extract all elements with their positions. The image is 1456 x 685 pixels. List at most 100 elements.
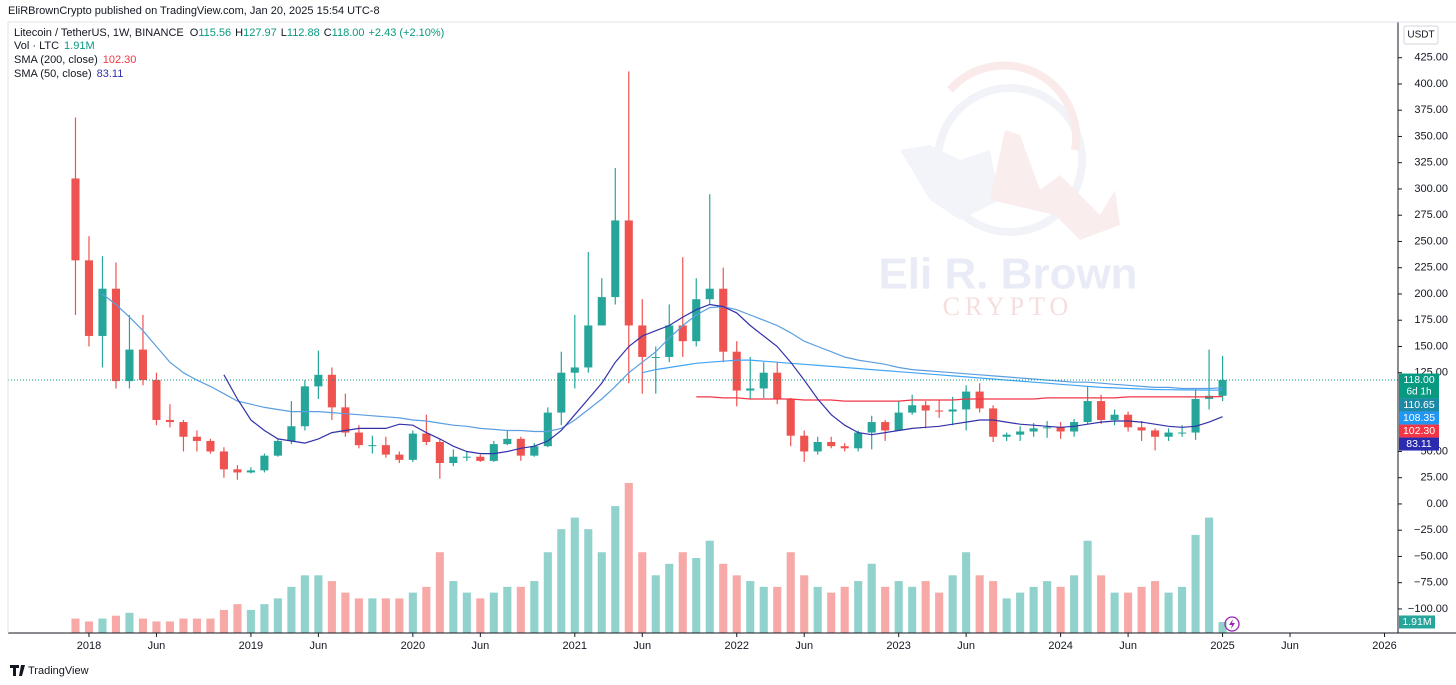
candle-body: [881, 422, 890, 431]
volume-bar: [246, 609, 255, 633]
volume-bar: [908, 586, 917, 633]
volume-bar: [260, 604, 269, 633]
volume-bar: [314, 575, 323, 633]
volume-bar: [435, 552, 444, 633]
candle-body: [1029, 428, 1038, 432]
volume-bar: [557, 529, 566, 633]
sma200-value: 102.30: [103, 54, 137, 66]
volume-bar: [1016, 592, 1025, 633]
volume-bar: [368, 598, 377, 633]
volume-bar: [179, 618, 188, 633]
candle-body: [759, 372, 768, 389]
price-tag-label: 108.35: [1403, 412, 1435, 424]
ohlc: O115.56 H127.97 L112.88 C118.00: [190, 27, 365, 39]
candle-body: [422, 433, 431, 443]
candle-body: [786, 398, 795, 436]
volume-bar: [962, 552, 971, 633]
candle-body: [962, 391, 971, 410]
volume-bar: [111, 615, 121, 633]
y-tick-label: 350.00: [1414, 130, 1448, 142]
candle-body: [638, 325, 647, 357]
volume-bar: [651, 575, 660, 633]
volume-bar: [516, 586, 525, 633]
logo-bull: [900, 145, 1000, 220]
candle-body: [975, 391, 984, 409]
candle-body: [368, 445, 377, 447]
candle-body: [705, 288, 714, 300]
watermark-subtitle: CRYPTO: [943, 292, 1074, 321]
volume-bar: [989, 581, 998, 633]
candle-body: [71, 178, 80, 261]
volume-bar: [935, 592, 944, 633]
ohlc-value: 115.56: [198, 27, 231, 39]
ohlc-value: 118.00: [332, 27, 365, 39]
price-tag: [1399, 373, 1439, 399]
volume-bar: [1151, 581, 1160, 633]
candle-body: [719, 288, 728, 352]
price-tag-label: 83.11: [1406, 438, 1432, 450]
y-tick-label: −100.00: [1408, 603, 1448, 615]
candle-body: [435, 442, 444, 464]
volume-bar: [854, 581, 863, 633]
candle-body: [732, 351, 741, 391]
volume-tag: [1399, 615, 1435, 629]
candle-body: [314, 374, 323, 387]
y-tick-label: 275.00: [1414, 209, 1448, 221]
volume-bar: [165, 621, 174, 633]
volume-bar: [1191, 534, 1200, 633]
y-tick-label: 25.00: [1420, 472, 1448, 484]
candle-body: [300, 386, 309, 427]
y-tick-label: −50.00: [1414, 550, 1448, 562]
candle-body: [570, 367, 579, 373]
candle-body: [408, 433, 417, 460]
x-tick-label: Jun: [1119, 640, 1137, 652]
volume-bar: [219, 609, 228, 633]
volume-bar: [395, 598, 404, 633]
volume-bar: [881, 586, 890, 633]
brand: TradingView: [28, 665, 89, 677]
volume-bar: [975, 575, 984, 633]
price-tag: [1399, 424, 1439, 438]
price-tag-label: 110.65: [1403, 399, 1434, 411]
volume-bar: [840, 586, 849, 633]
volume-bar: [489, 592, 498, 633]
candle-body: [692, 299, 701, 342]
y-tick-label: 375.00: [1414, 104, 1448, 116]
y-tick-label: 175.00: [1414, 314, 1448, 326]
candle-body: [597, 297, 606, 326]
candle-body: [894, 412, 903, 431]
candle-body: [1002, 434, 1011, 437]
candle-body: [152, 380, 161, 420]
x-tick-label: Jun: [148, 640, 166, 652]
volume-bar: [98, 618, 107, 633]
volume-bar: [894, 581, 903, 633]
volume-bar: [327, 581, 336, 633]
candle-body: [948, 409, 957, 412]
candle-body: [1164, 432, 1173, 437]
volume-bar: [381, 598, 390, 633]
sma50-name: SMA (50, close): [14, 68, 92, 80]
x-tick-label: 2025: [1210, 640, 1234, 652]
volume-bar: [233, 604, 242, 633]
candle-body: [516, 438, 525, 456]
volume-bar: [1097, 575, 1106, 633]
volume-bar: [732, 575, 741, 633]
volume-tag-label: 1.91M: [1402, 616, 1431, 628]
volume-bar: [746, 581, 755, 633]
currency: USDT: [1407, 30, 1434, 41]
volume-name: Vol · LTC: [14, 40, 59, 52]
volume-bar: [1124, 592, 1133, 633]
y-tick-label: 300.00: [1414, 183, 1448, 195]
y-tick-label: −25.00: [1414, 524, 1448, 536]
volume-bar: [624, 483, 633, 633]
volume-bar: [1218, 621, 1227, 633]
x-tick-label: 2026: [1372, 640, 1396, 652]
ohlc-key: C: [324, 27, 332, 39]
volume-bar: [786, 552, 795, 633]
ma-line: [696, 395, 1223, 402]
volume-bar: [273, 598, 282, 633]
replay-icon[interactable]: [1224, 616, 1240, 632]
countdown: 6d 1h: [1406, 387, 1431, 398]
volume-bar: [422, 586, 431, 633]
